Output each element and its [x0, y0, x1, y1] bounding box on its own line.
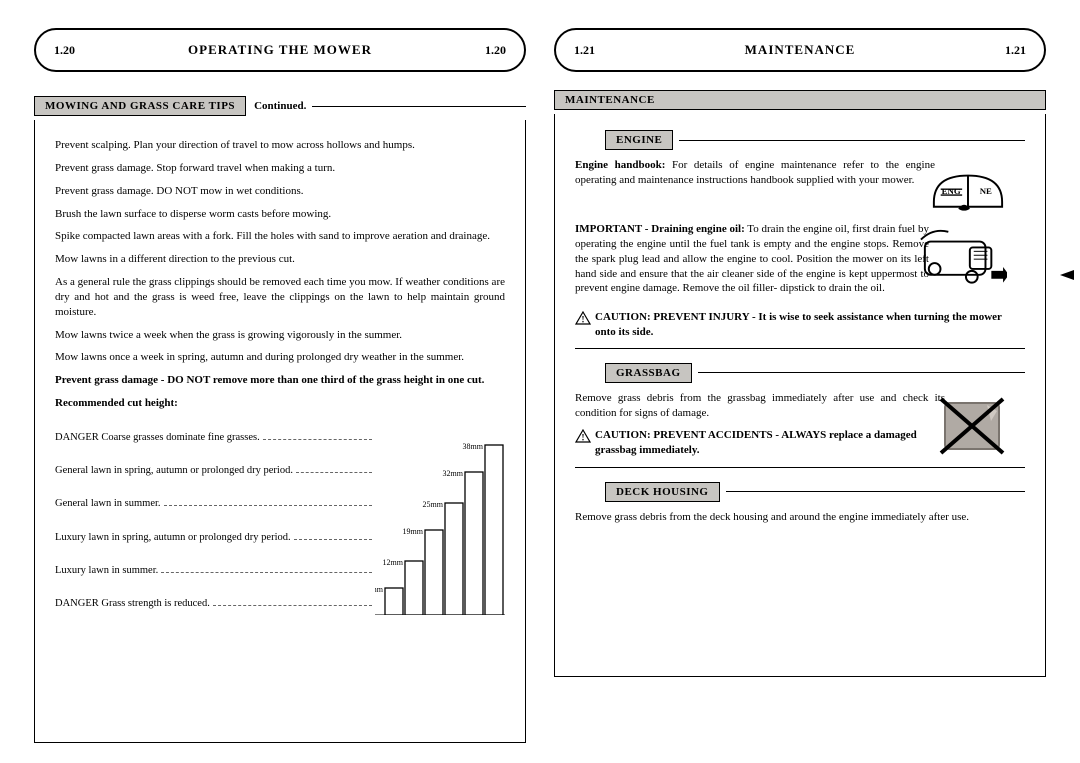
para: As a general rule the grass clippings sh… [55, 275, 505, 320]
para: Prevent grass damage. DO NOT mow in wet … [55, 184, 505, 199]
page-title: MAINTENANCE [745, 42, 856, 58]
para: Prevent scalping. Plan your direction of… [55, 138, 505, 153]
header-rule [312, 106, 526, 107]
page-num-left: 1.21 [574, 43, 595, 58]
edge-marker-icon [1060, 270, 1074, 280]
cut-height-chart: DANGER Coarse grasses dominate fine gras… [55, 419, 505, 609]
warning-triangle-icon: ! [575, 311, 591, 325]
bold-para: Recommended cut height: [55, 396, 505, 411]
para: Mow lawns in a different direction to th… [55, 252, 505, 267]
svg-text:!: ! [582, 315, 585, 325]
svg-text:19mm: 19mm [403, 527, 424, 536]
svg-text:ENG: ENG [942, 186, 961, 196]
section-title: MOWING AND GRASS CARE TIPS [34, 96, 246, 116]
chart-row: Luxury lawn in summer. [55, 552, 375, 576]
para: Mow lawns twice a week when the grass is… [55, 328, 505, 343]
page-num-right: 1.21 [1005, 43, 1026, 58]
para: Brush the lawn surface to disperse worm … [55, 207, 505, 222]
svg-text:12mm: 12mm [383, 558, 404, 567]
engine-title: ENGINE [605, 130, 673, 150]
deck-title: DECK HOUSING [605, 482, 720, 502]
left-content: Prevent scalping. Plan your direction of… [34, 120, 526, 743]
bar-chart-svg: 38mm 32mm 25mm 19mm 12mm 6mm [375, 425, 505, 615]
grassbag-section: GRASSBAG Remove grass debris from the gr… [575, 363, 1025, 468]
engine-caution: ! CAUTION: PREVENT INJURY - It is wise t… [575, 310, 1025, 340]
chart-row: General lawn in summer. [55, 485, 375, 509]
svg-text:6mm: 6mm [375, 585, 384, 594]
page-num-left: 1.20 [54, 43, 75, 58]
chart-row: Luxury lawn in spring, autumn or prolong… [55, 519, 375, 543]
svg-text:NE: NE [980, 186, 992, 196]
deck-p1: Remove grass debris from the deck housin… [575, 510, 1025, 525]
svg-text:!: ! [582, 433, 585, 443]
continued-label: Continued. [254, 100, 306, 112]
right-page: 1.21 MAINTENANCE 1.21 MAINTENANCE ENGINE… [540, 28, 1060, 743]
bold-para: Prevent grass damage - DO NOT remove mor… [55, 373, 505, 388]
page-num-right: 1.20 [485, 43, 506, 58]
svg-text:38mm: 38mm [463, 442, 484, 451]
para: Spike compacted lawn areas with a fork. … [55, 229, 505, 244]
engine-section: ENGINE NE ENG Engine handbook: For detai… [575, 130, 1025, 349]
engine-handbook-icon: NE ENG [929, 158, 1007, 216]
section-header-row: MOWING AND GRASS CARE TIPS Continued. [34, 96, 526, 116]
right-content: ENGINE NE ENG Engine handbook: For detai… [554, 114, 1046, 677]
maintenance-section: MAINTENANCE [554, 90, 1046, 110]
right-title-box: 1.21 MAINTENANCE 1.21 [554, 28, 1046, 72]
chart-row: DANGER Grass strength is reduced. [55, 585, 375, 609]
warning-triangle-icon: ! [575, 429, 591, 443]
page-title: OPERATING THE MOWER [188, 42, 372, 58]
grassbag-icon [937, 391, 1007, 464]
para: Prevent grass damage. Stop forward trave… [55, 161, 505, 176]
svg-text:32mm: 32mm [443, 469, 464, 478]
para: Mow lawns once a week in spring, autumn … [55, 350, 505, 365]
left-title-box: 1.20 OPERATING THE MOWER 1.20 [34, 28, 526, 72]
svg-text:25mm: 25mm [423, 500, 444, 509]
chart-row: General lawn in spring, autumn or prolon… [55, 452, 375, 476]
deck-section: DECK HOUSING Remove grass debris from th… [575, 482, 1025, 525]
left-page: 1.20 OPERATING THE MOWER 1.20 MOWING AND… [20, 28, 540, 743]
drain-oil-icon [919, 222, 1007, 293]
grassbag-title: GRASSBAG [605, 363, 692, 383]
chart-row: DANGER Coarse grasses dominate fine gras… [55, 419, 375, 443]
